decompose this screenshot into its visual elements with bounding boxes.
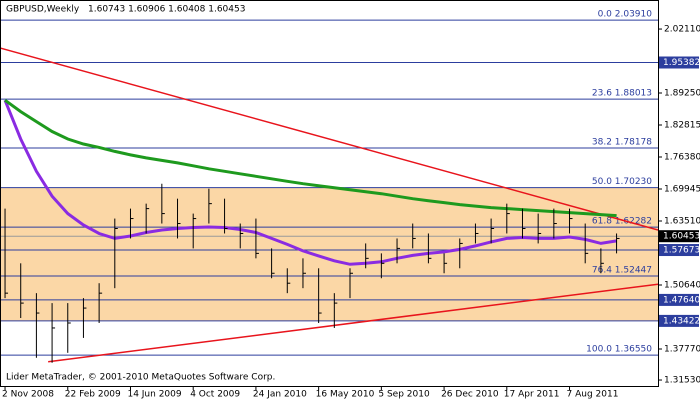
y-tick-label: 1.50640 xyxy=(664,280,700,290)
x-tick-label: 5 Sep 2010 xyxy=(378,390,430,400)
y-tick-label: 1.89250 xyxy=(664,88,700,98)
level-label: 1.43422 xyxy=(663,316,700,326)
fib-label: 76.4 1.52447 xyxy=(592,266,652,276)
y-tick-label: 1.69945 xyxy=(664,184,700,194)
quote: 1.60743 1.60906 1.60408 1.60453 xyxy=(88,5,245,15)
x-tick-label: 2 Nov 2008 xyxy=(2,390,54,400)
level-label-box xyxy=(659,56,699,69)
fib-label: 100.0 1.36550 xyxy=(586,345,652,355)
trendline xyxy=(1,47,658,231)
moving-average xyxy=(4,98,617,218)
chart-title: GBPUSD,Weekly xyxy=(6,5,80,15)
fib-label: 23.6 1.88013 xyxy=(592,89,652,99)
current-price-label: 1.60453 xyxy=(663,232,700,242)
fib-label: 38.2 1.78178 xyxy=(592,138,652,148)
level-label-box xyxy=(659,314,699,327)
y-tick-label: 2.02110 xyxy=(664,25,700,35)
y-tick-label: 1.82815 xyxy=(664,120,700,130)
trendline xyxy=(48,283,658,363)
fib-label: 50.0 1.70230 xyxy=(592,177,652,187)
fib-label: 0.0 2.03910 xyxy=(598,10,653,20)
plot: 0.0 2.03910 23.6 1.88013 38.2 1.78178 50.0 … xyxy=(1,10,658,363)
y-tick-label: 1.63510 xyxy=(664,216,700,226)
x-tick-label: 4 Oct 2009 xyxy=(190,390,240,400)
current-price-label-box xyxy=(659,230,699,243)
x-tick-label: 7 Aug 2011 xyxy=(567,390,619,400)
moving-average xyxy=(3,99,617,266)
x-tick-label: 17 Apr 2011 xyxy=(504,390,560,400)
level-label: 1.95382 xyxy=(663,58,700,68)
footer: Lider MetaTrader, © 2001-2010 MetaQuotes… xyxy=(6,373,275,383)
level-label-box xyxy=(659,293,699,306)
x-tick-label: 26 Dec 2010 xyxy=(441,390,499,400)
level-label: 1.57673 xyxy=(663,246,700,256)
x-tick-label: 16 May 2010 xyxy=(316,390,375,400)
y-tick-label: 1.37770 xyxy=(664,344,700,354)
x-tick-label: 24 Jan 2010 xyxy=(253,390,307,400)
y-tick-label: 1.31530 xyxy=(664,376,700,386)
x-tick-label: 22 Feb 2009 xyxy=(65,390,121,400)
level-label: 1.47640 xyxy=(663,295,700,305)
level-label-box xyxy=(659,244,699,257)
x-tick-label: 14 Jun 2009 xyxy=(127,390,181,400)
fib-label: 61.8 1.62282 xyxy=(592,217,652,227)
y-tick-label: 1.76380 xyxy=(664,152,700,162)
